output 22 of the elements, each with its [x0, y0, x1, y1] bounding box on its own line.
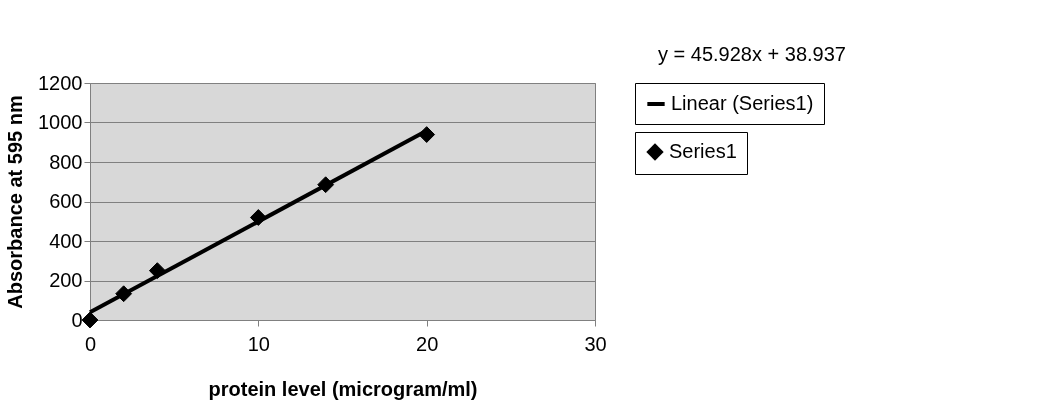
x-tick-label: 20 — [416, 332, 439, 355]
point — [418, 126, 436, 143]
y-tick-label: 600 — [49, 190, 83, 212]
point — [115, 285, 133, 303]
legend-label: Series1 — [669, 140, 737, 162]
y-tick-label: 0 — [71, 308, 83, 331]
x-tick-label: 0 — [84, 332, 97, 355]
point — [81, 311, 99, 329]
text: y = 45.928x + 38.937 — [658, 43, 846, 65]
y-tick-label: 1000 — [38, 111, 83, 133]
legend-label: Linear (Series1) — [671, 92, 814, 114]
point — [249, 209, 267, 226]
point — [317, 176, 335, 194]
y-axis-title: Absorbance at 595 nm — [4, 95, 27, 309]
x-tick-label: 10 — [247, 332, 270, 355]
x-axis-title: protein level (microgram/ml) — [208, 377, 478, 400]
x-tick-label: 30 — [584, 332, 607, 355]
y-tick-label: 400 — [49, 229, 83, 252]
y-tick-label: 1200 — [38, 71, 83, 94]
y-tick-label: 200 — [49, 269, 83, 291]
point — [148, 262, 166, 280]
y-tick-label: 800 — [49, 150, 83, 173]
